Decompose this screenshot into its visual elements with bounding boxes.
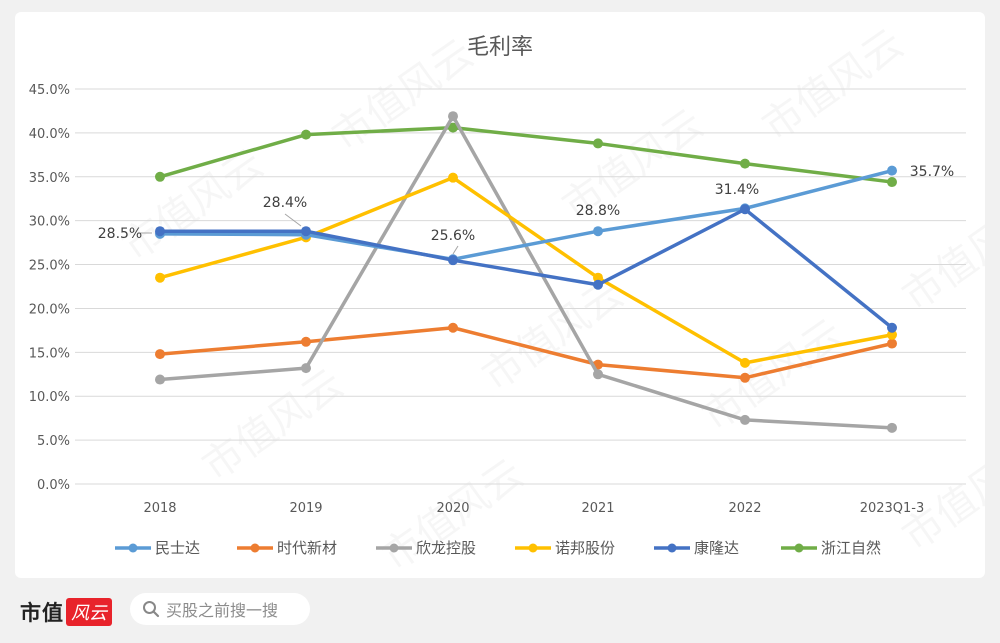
- data-point: [155, 171, 165, 182]
- data-point: [593, 226, 603, 237]
- y-tick-label: 0.0%: [37, 478, 70, 493]
- watermark-text: 市值风云: [754, 21, 911, 150]
- data-point: [887, 322, 897, 333]
- series-line-民士达: [159, 168, 893, 262]
- data-point: [740, 414, 750, 425]
- x-tick-label: 2021: [581, 501, 614, 516]
- data-label: 35.7%: [910, 164, 954, 180]
- legend-label: 时代新材: [277, 539, 337, 557]
- y-tick-label: 45.0%: [29, 83, 70, 98]
- data-label: 28.5%: [98, 226, 142, 242]
- data-point: [448, 255, 458, 266]
- legend-label: 康隆达: [694, 539, 739, 557]
- brand-text: 市值: [20, 600, 64, 625]
- data-point: [301, 226, 311, 237]
- data-point: [448, 322, 458, 333]
- data-point: [887, 338, 897, 349]
- data-point: [155, 272, 165, 283]
- y-tick-label: 20.0%: [29, 302, 70, 317]
- data-label: 31.4%: [715, 182, 759, 198]
- watermark-text: 市值风云: [474, 271, 631, 400]
- legend-swatch-marker: [250, 543, 260, 553]
- data-point: [740, 372, 750, 383]
- data-point: [448, 122, 458, 133]
- data-point: [593, 279, 603, 290]
- legend-label: 欣龙控股: [416, 539, 476, 557]
- y-tick-label: 30.0%: [29, 215, 70, 230]
- data-point: [740, 158, 750, 169]
- data-label: 25.6%: [431, 228, 475, 244]
- data-point: [887, 329, 897, 340]
- legend-swatch-marker: [667, 543, 677, 553]
- y-tick-label: 15.0%: [29, 346, 70, 361]
- watermark-text: 市值风云: [114, 141, 271, 270]
- y-tick-label: 10.0%: [29, 390, 70, 405]
- data-point: [155, 349, 165, 360]
- data-point: [155, 374, 165, 385]
- y-tick-label: 5.0%: [37, 434, 70, 449]
- x-tick-label: 2018: [143, 501, 176, 516]
- y-tick-label: 35.0%: [29, 171, 70, 186]
- data-point: [887, 165, 897, 176]
- brand-logo[interactable]: 市值 风云: [20, 597, 112, 627]
- chart-title: 毛利率: [467, 35, 533, 60]
- watermark-text: 市值风云: [194, 361, 351, 490]
- data-point: [593, 369, 603, 380]
- legend-label: 民士达: [155, 539, 200, 557]
- data-point: [301, 129, 311, 140]
- search-box[interactable]: 买股之前搜一搜: [130, 593, 310, 625]
- footer-bar: 市值 风云 买股之前搜一搜: [0, 578, 1000, 643]
- data-label: 28.8%: [576, 203, 620, 219]
- x-tick-label: 2023Q1-3: [860, 501, 925, 516]
- data-point: [887, 177, 897, 188]
- data-point: [301, 336, 311, 347]
- data-point: [887, 422, 897, 433]
- legend-swatch-marker: [389, 543, 399, 553]
- brand-badge: 风云: [66, 598, 112, 626]
- y-tick-label: 40.0%: [29, 127, 70, 142]
- x-tick-label: 2019: [289, 501, 322, 516]
- search-placeholder: 买股之前搜一搜: [166, 601, 279, 620]
- x-tick-label: 2022: [728, 501, 761, 516]
- watermark-text: 市值风云: [324, 31, 481, 160]
- legend-label: 诺邦股份: [555, 539, 615, 557]
- series-line-诺邦股份: [159, 175, 893, 365]
- data-point: [740, 204, 750, 215]
- leader-line: [284, 213, 302, 227]
- search-icon: [143, 601, 160, 618]
- data-point: [155, 226, 165, 237]
- x-tick-label: 2020: [436, 501, 469, 516]
- data-point: [593, 272, 603, 283]
- legend-swatch-marker: [128, 543, 138, 553]
- data-label: 28.4%: [263, 195, 307, 211]
- data-point: [448, 111, 458, 122]
- watermark-text: 市值风云: [894, 191, 985, 320]
- series-line-浙江自然: [159, 125, 893, 184]
- data-point: [301, 363, 311, 374]
- legend-label: 浙江自然: [821, 539, 881, 557]
- legend-swatch-marker: [528, 543, 538, 553]
- data-point: [593, 138, 603, 149]
- data-point: [448, 172, 458, 183]
- series-line-时代新材: [159, 326, 893, 380]
- series-line-康隆达: [160, 207, 894, 330]
- data-point: [740, 357, 750, 368]
- chart-card: 市值风云 市值风云 市值风云 市值风云 市值风云 市值风云 市值风云 市值风云 市值风云 市值风云…: [15, 12, 985, 578]
- y-tick-label: 25.0%: [29, 259, 70, 274]
- leader-line: [452, 245, 459, 255]
- legend-swatch-marker: [794, 543, 804, 553]
- watermark-text: 市值风云: [894, 431, 985, 560]
